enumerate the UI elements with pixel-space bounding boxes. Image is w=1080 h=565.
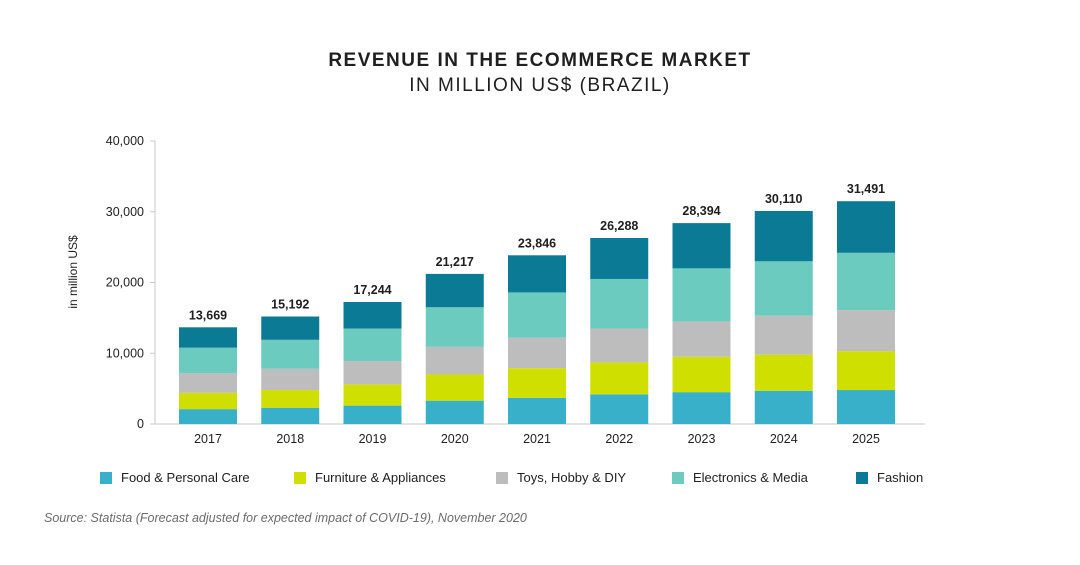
bar-segment xyxy=(508,255,566,293)
chart-title: REVENUE IN THE ECOMMERCE MARKET xyxy=(328,50,752,71)
bar-segment xyxy=(837,252,895,311)
x-tick-label: 2017 xyxy=(194,432,222,446)
bar-segment xyxy=(672,392,731,424)
bar-segment xyxy=(508,292,566,338)
y-tick-label: 10,000 xyxy=(106,346,144,360)
bar-segment xyxy=(425,273,484,308)
bar-segment xyxy=(754,315,813,355)
bar-segment xyxy=(179,392,237,410)
bar-segment xyxy=(754,390,813,424)
bar-segment xyxy=(590,328,649,363)
bar-segment xyxy=(508,397,566,424)
bar-segment xyxy=(343,384,402,406)
chart-subtitle: IN MILLION US$ (BRAZIL) xyxy=(409,75,671,96)
x-tick-label: 2021 xyxy=(523,432,551,446)
bar-total-label: 31,491 xyxy=(847,182,885,196)
bar-segment xyxy=(425,400,484,424)
y-axis-label: in million US$ xyxy=(66,235,80,309)
bar-segment xyxy=(179,373,237,393)
bar-segment xyxy=(754,261,813,316)
x-tick-label: 2025 xyxy=(852,432,880,446)
legend-swatch xyxy=(496,471,508,484)
bar-segment xyxy=(672,223,731,269)
legend-label: Furniture & Appliances xyxy=(315,470,446,485)
y-tick-label: 30,000 xyxy=(106,205,144,219)
bar-segment xyxy=(590,394,649,424)
bar-segment xyxy=(261,316,320,340)
bar-segment xyxy=(672,356,731,393)
x-tick-label: 2018 xyxy=(276,432,304,446)
legend: Food & Personal Care Furniture & Applian… xyxy=(0,470,1080,490)
legend-label: Food & Personal Care xyxy=(121,470,250,485)
bar-segment xyxy=(261,407,320,424)
bar-segment xyxy=(754,354,813,391)
legend-item-food: Food & Personal Care xyxy=(100,470,250,485)
bar-segment xyxy=(261,368,320,391)
legend-swatch xyxy=(294,471,306,484)
bar-total-label: 28,394 xyxy=(682,204,720,218)
bar-segment xyxy=(425,307,484,347)
bar-segment xyxy=(672,321,731,357)
legend-item-toys: Toys, Hobby & DIY xyxy=(496,470,626,485)
bar-segment xyxy=(837,310,895,352)
bar-segment xyxy=(754,210,813,262)
x-tick-label: 2023 xyxy=(688,432,716,446)
y-tick-label: 0 xyxy=(137,417,144,431)
legend-item-furniture: Furniture & Appliances xyxy=(294,470,446,485)
bar-segment xyxy=(343,361,402,385)
source-note: Source: Statista (Forecast adjusted for … xyxy=(44,511,527,525)
legend-label: Toys, Hobby & DIY xyxy=(517,470,627,485)
bar-segment xyxy=(672,268,731,322)
y-tick-label: 20,000 xyxy=(106,276,144,290)
bar-segment xyxy=(179,347,237,374)
x-tick-label: 2019 xyxy=(359,432,387,446)
bar-segment xyxy=(508,368,566,398)
bar-segment xyxy=(590,238,649,279)
bar-segment xyxy=(343,328,402,362)
legend-swatch xyxy=(672,471,684,484)
legend-label: Electronics & Media xyxy=(693,470,808,485)
bar-segment xyxy=(590,278,649,329)
bar-total-label: 21,217 xyxy=(436,255,474,269)
bar-total-label: 30,110 xyxy=(765,192,803,206)
bar-total-label: 26,288 xyxy=(600,219,638,233)
bar-segment xyxy=(837,201,895,253)
bar-segment xyxy=(261,339,320,369)
bar-segment xyxy=(425,374,484,401)
bar-total-label: 13,669 xyxy=(189,308,227,322)
legend-item-electronics: Electronics & Media xyxy=(672,470,808,485)
bar-segment xyxy=(590,362,649,395)
bar-segment xyxy=(508,337,566,369)
bar-total-label: 23,846 xyxy=(518,236,556,250)
bar-segment xyxy=(837,351,895,391)
legend-swatch xyxy=(856,471,868,484)
bar-segment xyxy=(343,301,402,329)
x-tick-label: 2024 xyxy=(770,432,798,446)
x-tick-label: 2022 xyxy=(605,432,633,446)
bar-segment xyxy=(837,390,895,424)
y-tick-label: 40,000 xyxy=(106,134,144,148)
bar-total-label: 15,192 xyxy=(271,298,309,312)
legend-swatch xyxy=(100,471,112,484)
bar-total-label: 17,244 xyxy=(353,283,391,297)
legend-label: Fashion xyxy=(877,470,924,485)
x-tick-label: 2020 xyxy=(441,432,469,446)
bar-segment xyxy=(343,405,402,424)
bar-segment xyxy=(179,327,237,348)
legend-item-fashion: Fashion xyxy=(856,470,923,485)
bar-segment xyxy=(425,346,484,375)
bar-segment xyxy=(261,390,320,408)
bar-segment xyxy=(179,409,237,424)
